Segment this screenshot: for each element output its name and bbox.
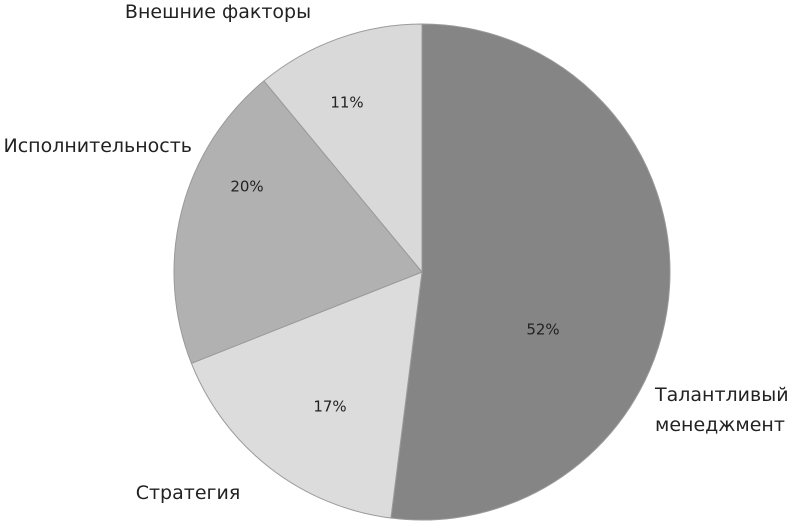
category-label: Стратегия bbox=[135, 482, 241, 504]
value-label: 52% bbox=[526, 321, 559, 339]
category-label: Талантливый менеджмент bbox=[655, 384, 789, 436]
value-label: 20% bbox=[230, 178, 263, 196]
value-label: 17% bbox=[313, 398, 346, 416]
pie-slice bbox=[173, 80, 423, 364]
category-label: Исполнительность bbox=[3, 135, 192, 157]
category-label: Внешние факторы bbox=[124, 1, 312, 23]
pie-slice bbox=[390, 23, 671, 521]
pie-slice bbox=[263, 23, 423, 274]
value-label: 11% bbox=[330, 94, 363, 112]
pie-slice bbox=[190, 271, 423, 519]
